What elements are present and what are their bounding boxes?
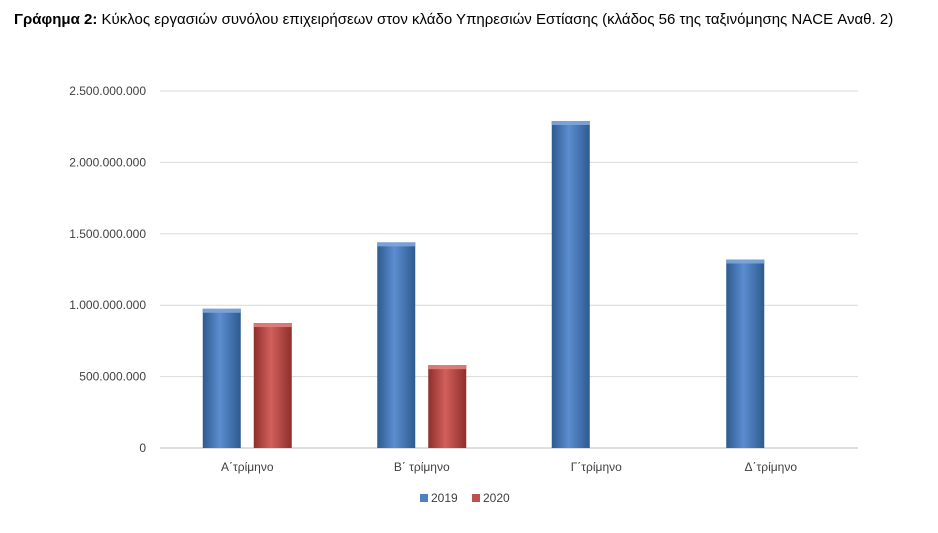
y-tick-label: 2.500.000.000 [69,84,146,98]
legend: 2019 2020 [420,491,510,505]
chart-title-prefix: Γράφημα 2: [14,11,98,28]
x-tick-label: Δ΄τρίμηνο [744,460,797,474]
x-axis-ticks: Α΄τρίμηνο Β΄ τρίμηνο Γ΄τρίμηνο Δ΄τρίμηνο [221,460,797,474]
legend-label-2019: 2019 [431,491,458,505]
y-tick-label: 0 [139,441,146,455]
legend-label-2020: 2020 [483,491,510,505]
bars [202,120,765,448]
bar-bevel [428,365,467,370]
bar-bevel [726,259,765,264]
y-tick-label: 2.000.000.000 [69,155,146,169]
y-tick-label: 1.000.000.000 [69,298,146,312]
x-tick-label: Γ΄τρίμηνο [571,460,622,474]
legend-swatch-2019 [420,494,428,502]
bar-2019-4 [726,259,765,448]
y-tick-label: 1.500.000.000 [69,227,146,241]
y-tick-label: 500.000.000 [79,370,146,384]
bar-bevel [253,323,292,328]
bar-2020-2 [428,365,467,448]
chart-title-text: Κύκλος εργασιών συνόλου επιχειρήσεων στο… [101,11,894,28]
x-tick-label: Β΄ τρίμηνο [394,460,450,474]
bar-2019-1 [202,308,241,448]
bar-bevel [202,308,241,313]
bar-bevel [551,120,590,125]
x-tick-label: Α΄τρίμηνο [221,460,274,474]
bar-2019-3 [551,120,590,448]
chart-title: Γράφημα 2: Κύκλος εργασιών συνόλου επιχε… [14,10,914,30]
bar-2020-1 [253,323,292,448]
bar-bevel [377,242,416,247]
y-axis-ticks: 0 500.000.000 1.000.000.000 1.500.000.000 2.… [69,84,146,455]
bar-2019-2 [377,242,416,448]
legend-swatch-2020 [472,494,480,502]
